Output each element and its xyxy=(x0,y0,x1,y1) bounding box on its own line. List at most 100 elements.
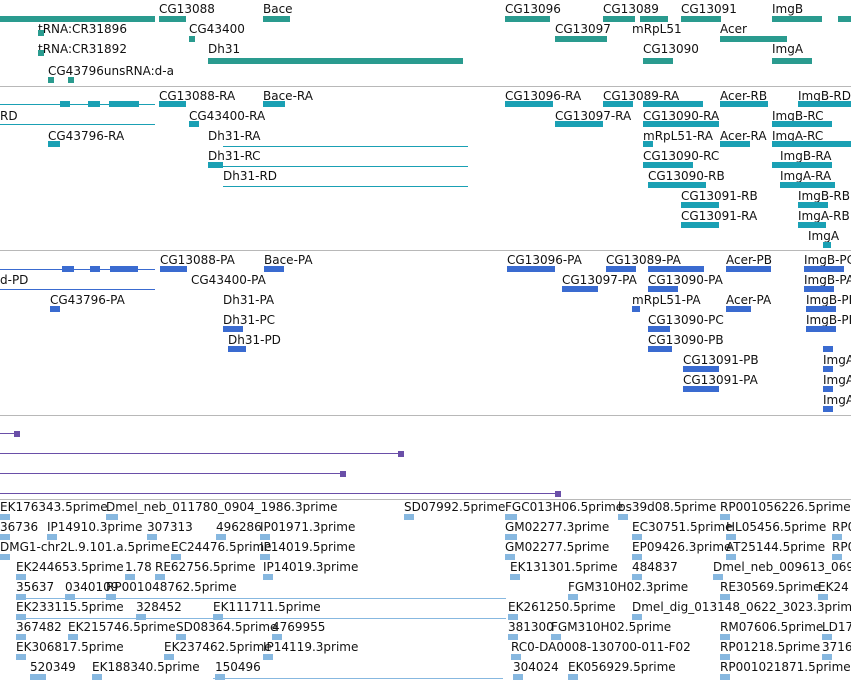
gene-label[interactable]: CG13091 xyxy=(681,2,737,16)
est-label[interactable]: 307313 xyxy=(147,520,193,534)
feature-glyph[interactable] xyxy=(640,16,668,22)
feature-glyph[interactable] xyxy=(648,346,672,352)
feature-glyph[interactable] xyxy=(50,306,60,312)
feature-glyph[interactable] xyxy=(272,634,282,640)
est-label[interactable]: EK261250.5prime xyxy=(508,600,616,614)
transcript-label[interactable]: CG43796-RA xyxy=(48,129,125,143)
feature-glyph[interactable] xyxy=(68,634,78,640)
est-label[interactable]: RM07606.5prime xyxy=(720,620,824,634)
feature-glyph[interactable] xyxy=(404,514,414,520)
feature-glyph[interactable] xyxy=(110,266,138,272)
feature-glyph[interactable] xyxy=(47,534,57,540)
transcript-label[interactable]: CG13091-RA xyxy=(681,209,758,223)
arrow-icon[interactable] xyxy=(14,431,20,437)
feature-glyph[interactable] xyxy=(822,654,832,660)
feature-glyph[interactable] xyxy=(726,534,736,540)
est-label[interactable]: 0340109 xyxy=(65,580,119,594)
est-label[interactable]: RC0-DA0008-130700-011-F02 xyxy=(511,640,691,654)
feature-glyph[interactable] xyxy=(508,614,518,620)
est-label[interactable]: 150496 xyxy=(215,660,261,674)
feature-glyph[interactable] xyxy=(0,16,155,22)
feature-glyph[interactable] xyxy=(822,634,832,640)
feature-glyph[interactable] xyxy=(568,594,578,600)
est-label[interactable]: FGC013H06.5prime xyxy=(505,500,624,514)
transcript-label[interactable]: RD xyxy=(0,109,18,123)
protein-label[interactable]: ImgA xyxy=(823,373,851,387)
feature-glyph[interactable] xyxy=(555,36,607,42)
protein-label[interactable]: CG13090-PA xyxy=(648,273,723,287)
est-label[interactable]: RP001021871.5prime xyxy=(720,660,851,674)
feature-glyph[interactable] xyxy=(505,16,550,22)
feature-glyph[interactable] xyxy=(823,406,833,412)
feature-glyph[interactable] xyxy=(720,101,768,107)
feature-glyph[interactable] xyxy=(159,101,186,107)
feature-glyph[interactable] xyxy=(263,16,290,22)
feature-glyph[interactable] xyxy=(720,514,730,520)
feature-glyph[interactable] xyxy=(806,306,836,312)
feature-glyph[interactable] xyxy=(648,286,678,292)
feature-glyph[interactable] xyxy=(632,574,642,580)
est-label[interactable]: SD07992.5prime xyxy=(404,500,506,514)
est-label[interactable]: EK111711.5prime xyxy=(213,600,321,614)
feature-glyph[interactable] xyxy=(155,574,165,580)
feature-glyph[interactable] xyxy=(806,326,836,332)
feature-glyph[interactable] xyxy=(16,634,26,640)
feature-glyph[interactable] xyxy=(260,554,270,560)
transcript-label[interactable]: Bace-RA xyxy=(263,89,313,103)
feature-glyph[interactable] xyxy=(92,674,102,680)
feature-glyph[interactable] xyxy=(260,534,270,540)
transcript-label[interactable]: ImgB-RD xyxy=(798,89,851,103)
gene-label[interactable]: CG43796unsRNA:d-a xyxy=(48,64,174,78)
protein-label[interactable]: CG13089-PA xyxy=(606,253,681,267)
transcript-label[interactable]: Dh31-RC xyxy=(208,149,261,163)
arrow-icon[interactable] xyxy=(189,36,195,42)
arrow-icon[interactable] xyxy=(555,491,561,497)
feature-glyph[interactable] xyxy=(513,674,523,680)
feature-glyph[interactable] xyxy=(720,634,730,640)
feature-glyph[interactable] xyxy=(109,101,139,107)
est-label[interactable]: 520349 xyxy=(30,660,76,674)
est-label[interactable]: 367482 xyxy=(16,620,62,634)
est-label[interactable]: EP09426.3prime xyxy=(632,540,732,554)
protein-label[interactable]: ImgB-PC xyxy=(804,253,851,267)
feature-glyph[interactable] xyxy=(228,346,246,352)
transcript-label[interactable]: CG13090-RC xyxy=(643,149,720,163)
est-label[interactable]: 484837 xyxy=(632,560,678,574)
est-label[interactable]: Dmel_neb_009613_069 xyxy=(713,560,851,574)
feature-glyph[interactable] xyxy=(683,366,719,372)
est-label[interactable]: Dmel_neb_011780_0904_1986.3prime xyxy=(106,500,338,514)
feature-glyph[interactable] xyxy=(505,554,515,560)
est-label[interactable]: IP14019.3prime xyxy=(263,560,359,574)
feature-glyph[interactable] xyxy=(632,614,642,620)
protein-label[interactable]: Acer-PB xyxy=(726,253,772,267)
protein-label[interactable]: Dh31-PD xyxy=(228,333,281,347)
protein-label[interactable]: ImgB-PA xyxy=(804,273,851,287)
feature-glyph[interactable] xyxy=(720,654,730,660)
gene-label[interactable]: CG13090 xyxy=(643,42,699,56)
est-label[interactable]: RE62756.5prime xyxy=(155,560,256,574)
protein-label[interactable]: Dh31-PA xyxy=(223,293,275,307)
protein-label[interactable]: CG13090-PC xyxy=(648,313,724,327)
feature-glyph[interactable] xyxy=(16,654,26,660)
est-label[interactable]: Dmel_dig_013148_0622_3023.3prim xyxy=(632,600,851,614)
transcript-label[interactable]: mRpL51-RA xyxy=(643,129,713,143)
feature-glyph[interactable] xyxy=(106,594,116,600)
transcript-label[interactable]: CG13091-RB xyxy=(681,189,758,203)
est-label[interactable]: EK188340.5prime xyxy=(92,660,200,674)
feature-glyph[interactable] xyxy=(507,266,555,272)
est-label[interactable]: bs39d08.5prime xyxy=(618,500,717,514)
protein-label[interactable]: Acer-PA xyxy=(726,293,772,307)
protein-label[interactable]: CG43400-PA xyxy=(191,273,266,287)
feature-glyph[interactable] xyxy=(648,326,670,332)
feature-glyph[interactable] xyxy=(125,574,135,580)
est-label[interactable]: RP0 xyxy=(832,520,851,534)
protein-label[interactable]: CG13097-PA xyxy=(562,273,637,287)
feature-glyph[interactable] xyxy=(772,16,822,22)
feature-glyph[interactable] xyxy=(683,386,719,392)
feature-glyph[interactable] xyxy=(0,534,10,540)
gene-label[interactable]: tRNA:CR31892 xyxy=(38,42,127,56)
protein-label[interactable]: CG13088-PA xyxy=(160,253,235,267)
feature-glyph[interactable] xyxy=(606,266,636,272)
est-label[interactable]: 35637 xyxy=(16,580,55,594)
transcript-label[interactable]: ImgB-RC xyxy=(772,109,824,123)
